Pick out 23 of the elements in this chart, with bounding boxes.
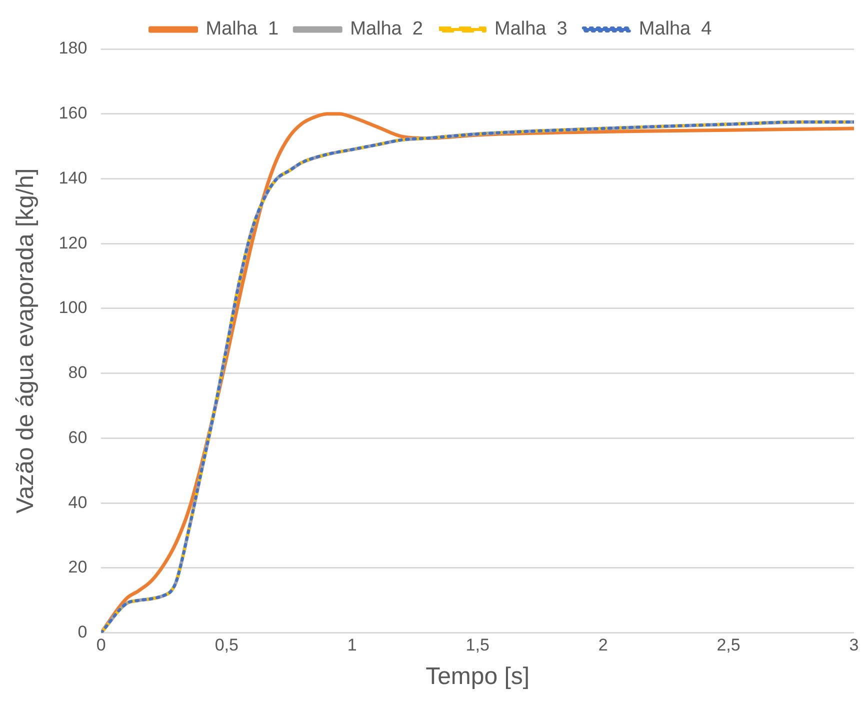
legend-label: Malha 1 [206,18,279,40]
y-tick-label: 180 [58,38,88,58]
legend-label: Malha 4 [638,18,712,40]
x-tick-label: 0,5 [214,636,238,655]
y-tick-label: 0 [78,622,88,642]
y-tick-label: 160 [58,104,88,123]
y-tick-label: 80 [68,363,88,382]
x-axis-title: Tempo [s] [426,663,530,690]
y-axis-title: Vazão de água evaporada [kg/h] [12,168,40,514]
y-tick-label: 100 [58,298,88,318]
y-tick-label: 140 [58,168,88,188]
y-tick-label: 120 [58,233,88,252]
x-tick-label: 3 [849,636,859,655]
y-tick-label: 60 [68,428,88,447]
x-tick-label: 0 [96,636,106,655]
x-tick-label: 2,5 [716,636,740,655]
x-tick-label: 1 [347,636,357,655]
legend-label: Malha 3 [494,18,568,40]
legend-label: Malha 2 [350,18,423,40]
x-tick-label: 2 [598,636,608,655]
y-tick-label: 20 [68,558,88,577]
y-tick-label: 40 [68,492,88,512]
x-tick-label: 1,5 [466,636,490,655]
